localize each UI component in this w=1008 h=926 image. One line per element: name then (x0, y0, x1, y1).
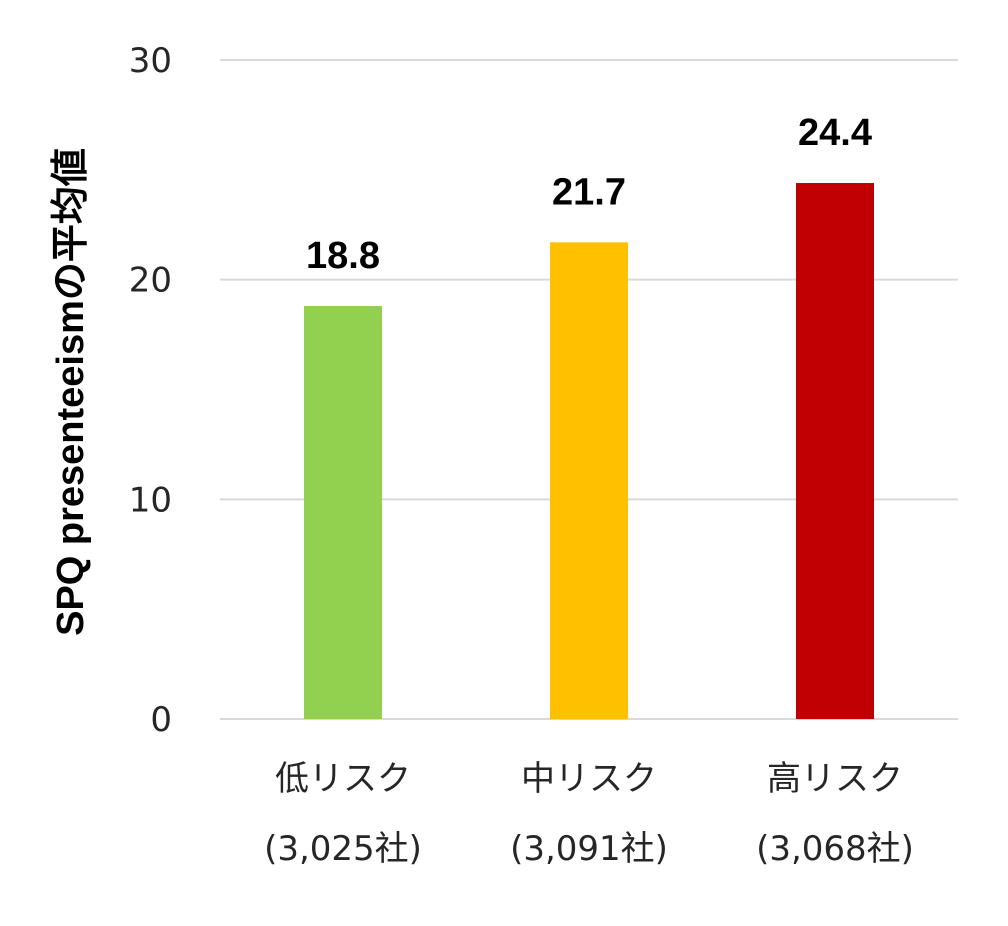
category-sublabel-2: (3,091社) (510, 829, 668, 869)
bars (304, 183, 874, 720)
data-label-2: 21.7 (552, 171, 626, 213)
y-axis-title: SPQ presenteeismの平均値 (50, 148, 92, 636)
data-labels: 18.8 21.7 24.4 (306, 112, 872, 277)
y-tick-label: 30 (129, 41, 172, 81)
bar-2 (550, 242, 628, 719)
y-tick-label: 20 (129, 261, 172, 301)
data-label-3: 24.4 (798, 112, 872, 154)
y-tick-label: 10 (129, 480, 172, 520)
category-sublabel-1: (3,025社) (264, 829, 422, 869)
y-tick-label: 0 (150, 700, 172, 740)
bar-3 (796, 183, 874, 720)
data-label-1: 18.8 (306, 235, 380, 277)
y-axis-ticks: 0 10 20 30 (129, 41, 172, 740)
category-label-1: 低リスク (275, 759, 411, 799)
bar-1 (304, 306, 382, 719)
category-sublabel-3: (3,068社) (756, 829, 914, 869)
category-label-3: 高リスク (767, 759, 903, 799)
category-label-2: 中リスク (521, 759, 657, 799)
x-axis-categories: 低リスク (3,025社) 中リスク (3,091社) 高リスク (3,068社) (264, 759, 914, 869)
